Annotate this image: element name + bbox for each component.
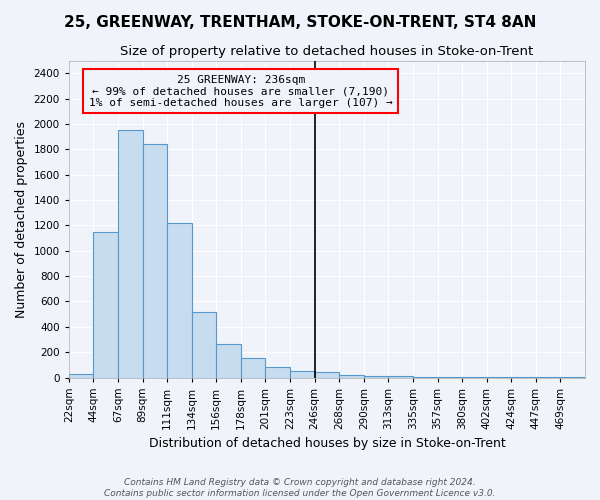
Bar [413,377,437,378]
Bar [94,232,118,378]
Bar [192,312,217,378]
Bar [364,376,388,378]
Bar [388,376,413,378]
Text: Contains HM Land Registry data © Crown copyright and database right 2024.
Contai: Contains HM Land Registry data © Crown c… [104,478,496,498]
Bar [69,374,94,378]
Bar [462,377,487,378]
Title: Size of property relative to detached houses in Stoke-on-Trent: Size of property relative to detached ho… [120,45,533,58]
Bar [487,377,511,378]
Bar [217,344,241,378]
Bar [314,372,339,378]
Bar [118,130,143,378]
Bar [339,375,364,378]
X-axis label: Distribution of detached houses by size in Stoke-on-Trent: Distribution of detached houses by size … [149,437,505,450]
Text: 25 GREENWAY: 236sqm
← 99% of detached houses are smaller (7,190)
1% of semi-deta: 25 GREENWAY: 236sqm ← 99% of detached ho… [89,74,393,108]
Bar [241,358,265,378]
Bar [167,223,192,378]
Bar [290,371,314,378]
Y-axis label: Number of detached properties: Number of detached properties [15,120,28,318]
Bar [143,144,167,378]
Text: 25, GREENWAY, TRENTHAM, STOKE-ON-TRENT, ST4 8AN: 25, GREENWAY, TRENTHAM, STOKE-ON-TRENT, … [64,15,536,30]
Bar [437,377,462,378]
Bar [265,368,290,378]
